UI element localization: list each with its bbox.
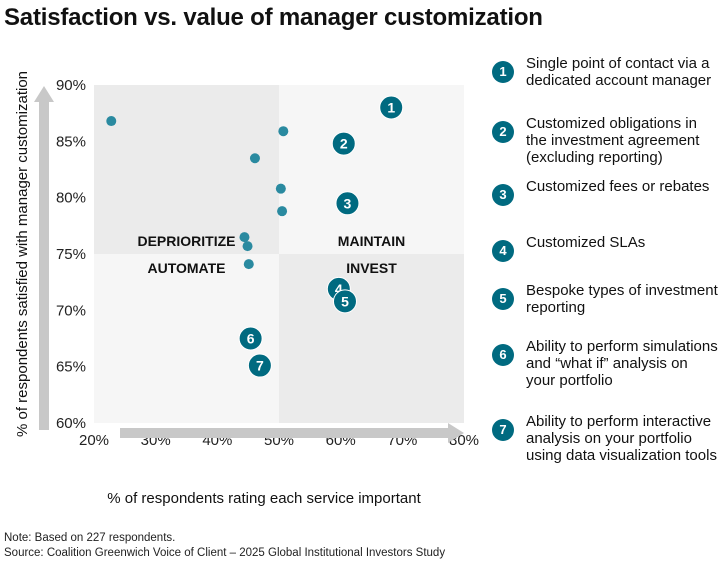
legend-number-badge: 6 [492,344,514,366]
highlighted-data-point [247,353,272,378]
quadrant-deprioritize [94,85,279,254]
y-tick-label: 85% [56,133,86,150]
legend-text: Customized fees or rebates [526,178,710,195]
quadrant-label: AUTOMATE [147,260,225,276]
legend-text: Customized obligations in the investment… [526,115,700,166]
y-tick-label: 80% [56,190,86,207]
highlighted-data-point [331,131,356,156]
y-tick-label: 60% [56,415,86,432]
legend-text: Ability to perform interactive analysis … [526,413,717,464]
y-axis-arrowhead [34,86,54,102]
highlighted-data-point [238,326,263,351]
legend-text: Ability to perform simulations and “what… [526,338,718,389]
legend-number-badge: 1 [492,61,514,83]
x-axis-label: % of respondents rating each service imp… [107,490,421,507]
legend-number-badge: 4 [492,240,514,262]
data-point-label: 2 [340,136,348,152]
data-point [242,241,253,252]
legend-text: Single point of contact via a dedicated … [526,55,712,89]
data-point [106,116,117,127]
quadrant-label: DEPRIORITIZE [137,233,235,249]
legend-number-badge: 3 [492,184,514,206]
legend-text: Customized SLAs [526,234,646,251]
data-point-label: 5 [341,293,349,309]
legend-number-badge: 2 [492,121,514,143]
data-point-label: 6 [247,331,255,347]
quadrant-label: INVEST [346,260,397,276]
data-point [249,153,260,164]
x-axis-arrow-shaft [120,428,450,438]
data-point-label: 1 [387,100,395,116]
legend-text: Bespoke types of investment reporting [526,282,718,316]
y-tick-label: 70% [56,302,86,319]
y-tick-label: 75% [56,246,86,263]
data-point [243,259,254,270]
data-point-label: 3 [344,195,352,211]
note: Note: Based on 227 respondents. [4,532,176,544]
highlighted-data-point [335,191,360,216]
data-point [278,126,289,137]
legend-number-badge: 5 [492,288,514,310]
quadrant-maintain [279,85,464,254]
chart-title: Satisfaction vs. value of manager custom… [4,4,543,31]
quadrant-label: MAINTAIN [338,233,405,249]
y-tick-label: 90% [56,77,86,94]
y-tick-label: 65% [56,359,86,376]
data-point [277,206,288,217]
data-point [275,183,286,194]
source: Source: Coalition Greenwich Voice of Cli… [4,547,446,559]
highlighted-data-point [332,289,357,314]
x-tick-label: 20% [79,432,109,449]
highlighted-data-point [379,95,404,120]
x-axis-arrowhead [448,423,464,443]
y-axis-label: % of respondents satisfied with manager … [14,71,31,437]
data-point [239,232,250,243]
legend-number-badge: 7 [492,419,514,441]
data-point-label: 7 [256,358,264,374]
data-point-label: 4 [335,281,343,297]
y-axis-arrow-shaft [39,100,49,430]
quadrant-invest [279,254,464,423]
